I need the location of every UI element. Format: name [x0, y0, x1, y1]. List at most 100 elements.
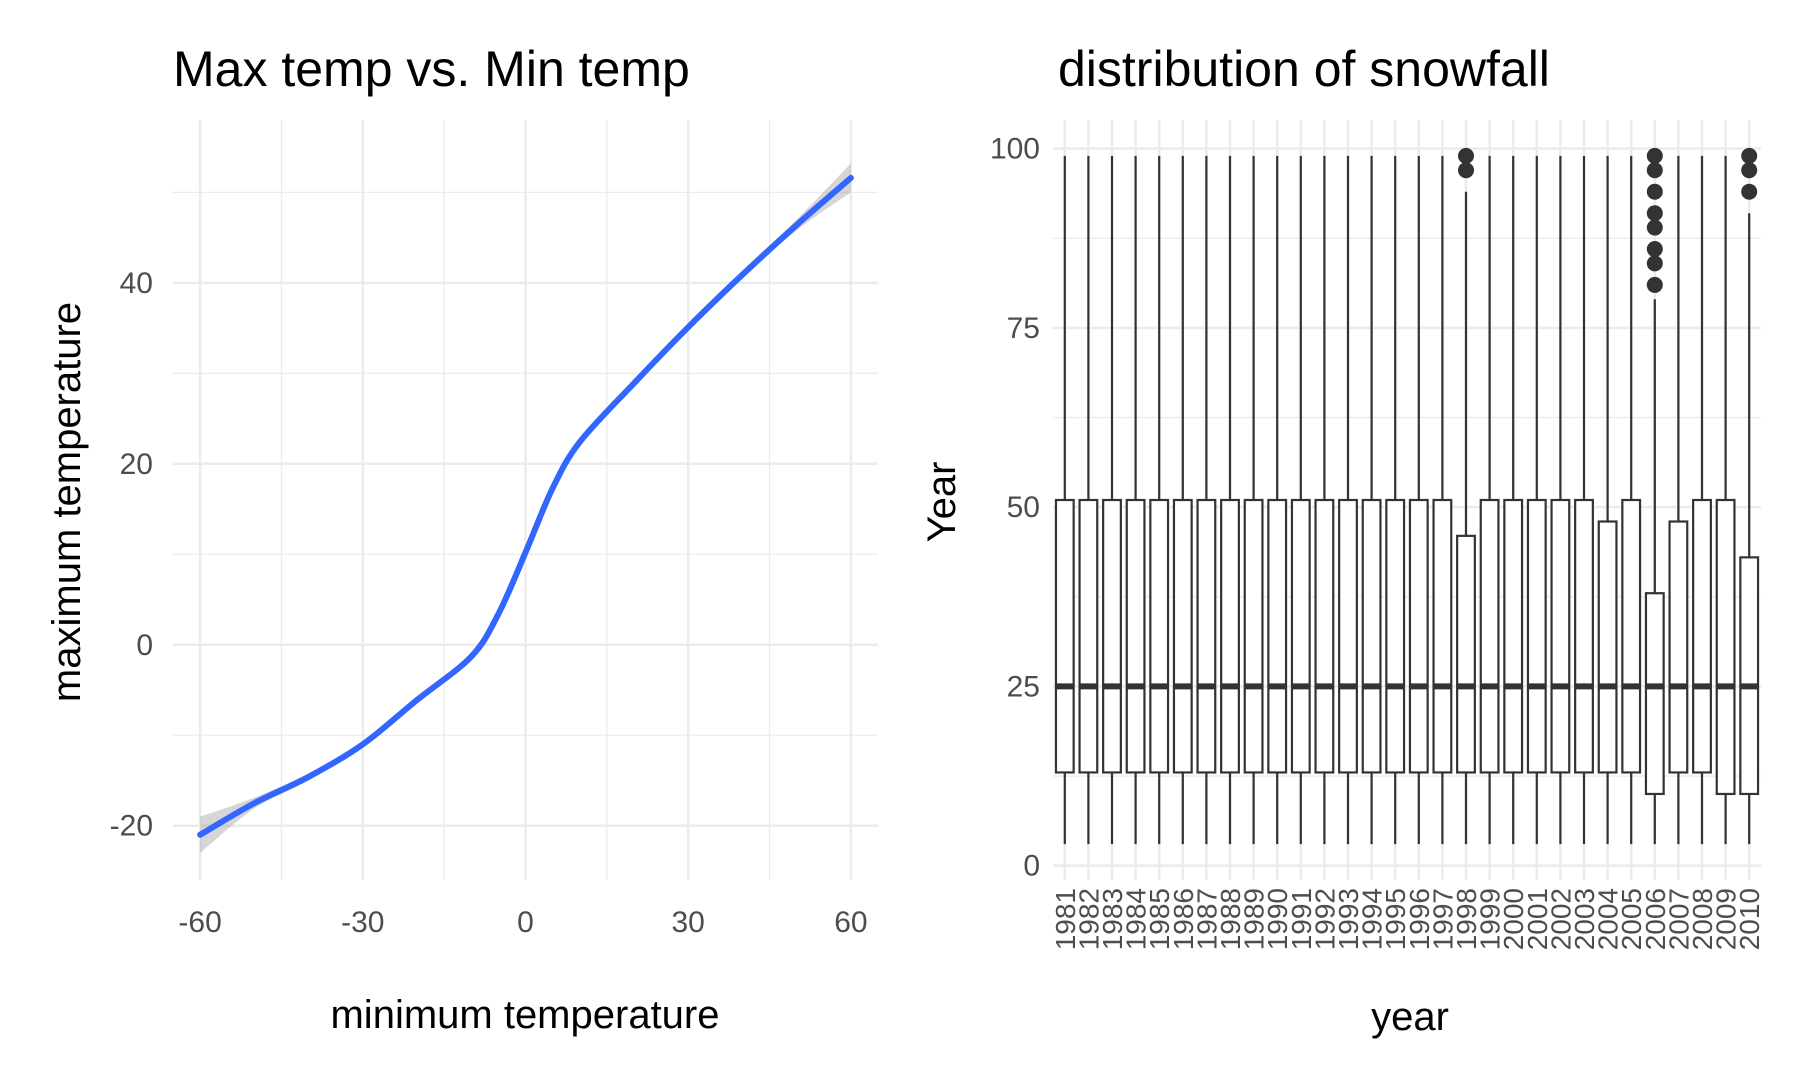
- iqr-box: [1125, 498, 1146, 774]
- boxplot-1995: [1385, 155, 1406, 845]
- x-tick-label: 1992: [1309, 888, 1340, 950]
- line-chart-title: Max temp vs. Min temp: [173, 41, 690, 97]
- boxplot-boxes: [1054, 147, 1760, 845]
- x-tick-label: -30: [341, 906, 384, 939]
- boxplot-2000: [1503, 155, 1524, 845]
- iqr-box: [1338, 498, 1358, 774]
- iqr-box: [1715, 498, 1736, 796]
- outlier-point: [1646, 241, 1663, 258]
- iqr-box: [1149, 498, 1170, 774]
- boxplot-1982: [1078, 155, 1099, 845]
- x-tick-label: 2003: [1569, 888, 1600, 950]
- x-tick-label: 2010: [1734, 888, 1765, 950]
- x-tick-label: 1981: [1050, 888, 1081, 950]
- boxplot-2004: [1597, 155, 1618, 845]
- x-tick-label: 1990: [1262, 888, 1293, 950]
- x-axis-title: year: [1371, 995, 1449, 1039]
- x-tick-label: 2009: [1711, 888, 1742, 950]
- y-tick-label: 20: [120, 448, 153, 481]
- x-tick-label: 1987: [1191, 888, 1222, 950]
- boxplot-1985: [1149, 155, 1170, 845]
- iqr-box: [1102, 498, 1122, 774]
- iqr-box: [1692, 498, 1712, 774]
- iqr-box: [1597, 520, 1618, 774]
- x-tick-label: 1996: [1404, 888, 1435, 950]
- x-tick-label: 2002: [1545, 888, 1576, 950]
- outlier-point: [1646, 219, 1663, 236]
- iqr-box: [1621, 498, 1642, 774]
- x-tick-label: 2000: [1498, 888, 1529, 950]
- y-axis-title: maximum temperature: [45, 302, 89, 702]
- iqr-box: [1479, 498, 1500, 774]
- x-tick-label: 2004: [1593, 888, 1624, 950]
- y-tick-label: -20: [110, 810, 153, 843]
- iqr-box: [1574, 498, 1594, 774]
- boxplot-2006: [1644, 147, 1665, 845]
- boxplot-2001: [1526, 155, 1547, 845]
- x-tick-labels: -60 -30 0 30 60: [178, 906, 867, 939]
- y-tick-label: 0: [1023, 850, 1040, 883]
- x-tick-label: 1985: [1144, 888, 1175, 950]
- iqr-box: [1078, 498, 1099, 774]
- line-chart-gridlines: [173, 120, 878, 880]
- x-tick-label: 1991: [1286, 888, 1317, 950]
- x-tick-label: 1989: [1239, 888, 1270, 950]
- y-tick-label: 75: [1007, 312, 1040, 345]
- outlier-point: [1741, 162, 1758, 179]
- iqr-box: [1408, 498, 1429, 774]
- y-tick-label: 0: [136, 629, 153, 662]
- outlier-point: [1646, 205, 1663, 222]
- boxplot-1992: [1314, 155, 1335, 845]
- boxplot-1987: [1196, 155, 1217, 845]
- boxplot-2007: [1668, 155, 1689, 845]
- boxplot-1993: [1338, 155, 1358, 845]
- iqr-box: [1668, 520, 1689, 774]
- y-tick-labels: -20 0 20 40: [110, 267, 153, 843]
- y-tick-labels: 0 25 50 75 100: [990, 133, 1040, 883]
- boxplot-2010: [1739, 147, 1760, 845]
- x-tick-label: 2006: [1640, 888, 1671, 950]
- x-tick-label: -60: [178, 906, 221, 939]
- x-tick-label: 1995: [1380, 888, 1411, 950]
- x-tick-label: 1988: [1215, 888, 1246, 950]
- iqr-box: [1739, 556, 1760, 796]
- boxplot-2009: [1715, 155, 1736, 845]
- y-tick-label: 100: [990, 133, 1040, 166]
- x-tick-label: 1999: [1475, 888, 1506, 950]
- boxplot-1989: [1243, 155, 1264, 845]
- x-tick-label: 1982: [1073, 888, 1104, 950]
- y-tick-label: 25: [1007, 670, 1040, 703]
- outlier-point: [1646, 183, 1663, 200]
- iqr-box: [1503, 498, 1524, 774]
- iqr-box: [1432, 498, 1453, 774]
- outlier-point: [1646, 276, 1663, 293]
- boxplot-1991: [1290, 155, 1311, 845]
- iqr-box: [1644, 592, 1665, 796]
- iqr-box: [1290, 498, 1311, 774]
- iqr-box: [1526, 498, 1547, 774]
- boxplot-title: distribution of snowfall: [1058, 41, 1550, 97]
- y-tick-label: 50: [1007, 491, 1040, 524]
- x-tick-label: 0: [517, 906, 534, 939]
- iqr-box: [1314, 498, 1335, 774]
- iqr-box: [1220, 498, 1240, 774]
- boxplot-1998: [1456, 147, 1476, 845]
- x-tick-label: 2008: [1687, 888, 1718, 950]
- boxplot-2008: [1692, 155, 1712, 845]
- smooth-line-path: [197, 174, 854, 838]
- boxplot-2003: [1574, 155, 1594, 845]
- boxplot-1988: [1220, 155, 1240, 845]
- outlier-point: [1458, 147, 1474, 164]
- iqr-box: [1385, 498, 1406, 774]
- boxplot-1999: [1479, 155, 1500, 845]
- iqr-box: [1456, 534, 1476, 774]
- boxplot-2002: [1550, 155, 1571, 845]
- x-tick-label: 2005: [1616, 888, 1647, 950]
- iqr-box: [1196, 498, 1217, 774]
- x-tick-label: 60: [834, 906, 867, 939]
- x-tick-label: 2007: [1663, 888, 1694, 950]
- outlier-point: [1646, 162, 1663, 179]
- boxplot-1984: [1125, 155, 1146, 845]
- iqr-box: [1267, 498, 1288, 774]
- iqr-box: [1243, 498, 1264, 774]
